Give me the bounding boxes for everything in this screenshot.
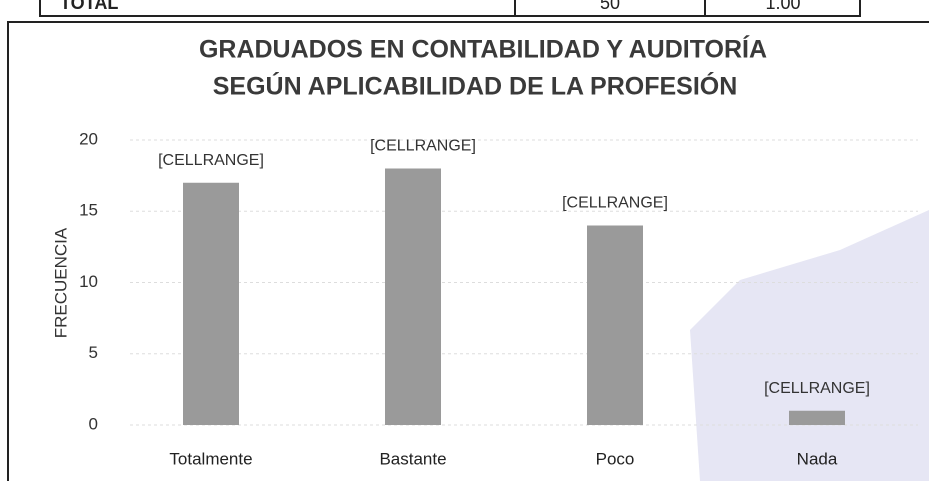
bar [183, 182, 239, 425]
data-label: [CELLRANGE] [158, 152, 264, 169]
data-label: [CELLRANGE] [764, 380, 870, 397]
y-tick-label: 15 [79, 201, 98, 220]
table-cell: TOTAL [60, 0, 118, 13]
y-tick-label: 10 [79, 272, 98, 291]
y-tick-label: 20 [79, 129, 98, 148]
bar [587, 225, 643, 425]
table-cell: 50 [600, 0, 620, 13]
bar [385, 168, 441, 425]
y-axis-label: FRECUENCIA [51, 227, 70, 338]
data-label: [CELLRANGE] [370, 138, 476, 155]
y-tick-label: 0 [89, 414, 98, 433]
x-tick-label: Totalmente [169, 449, 252, 468]
x-tick-label: Poco [596, 449, 635, 468]
watermark [690, 210, 929, 481]
chart-border [7, 21, 929, 481]
table-cell: 1.00 [765, 0, 800, 13]
x-tick-label: Bastante [379, 449, 446, 468]
y-tick-label: 5 [89, 343, 98, 362]
chart-title: GRADUADOS EN CONTABILIDAD Y AUDITORÍA [199, 35, 767, 64]
chart-title: SEGÚN APLICABILIDAD DE LA PROFESIÓN [213, 71, 738, 101]
x-tick-label: Nada [797, 449, 838, 468]
bar [789, 410, 845, 425]
table-row [39, 0, 861, 17]
data-label: [CELLRANGE] [562, 195, 668, 212]
